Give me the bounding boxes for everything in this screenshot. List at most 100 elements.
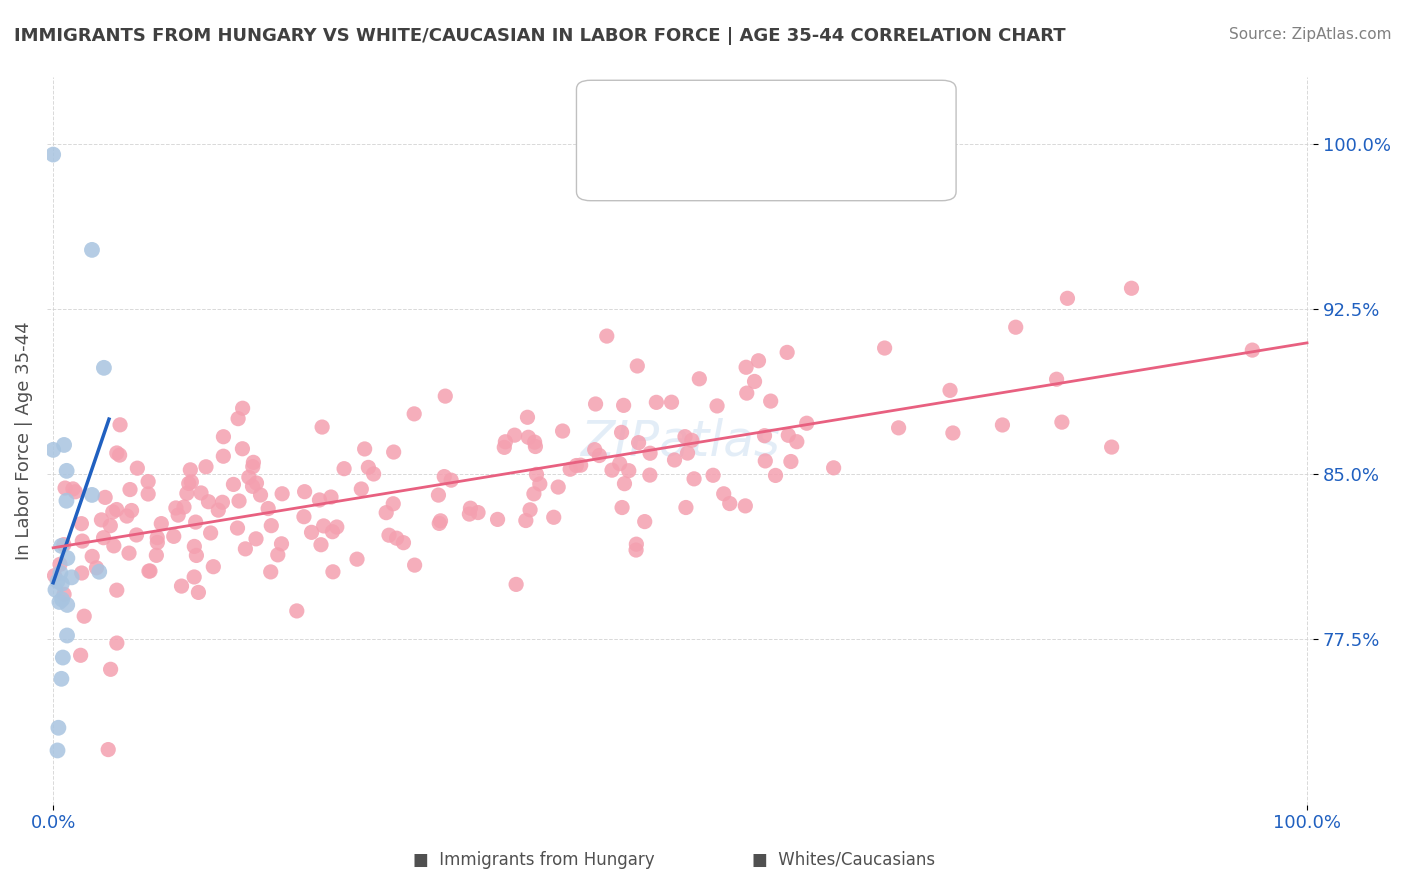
Point: [56, 628, 79, 642]
Point: [231, 442, 253, 456]
Point: [211, 495, 233, 509]
Point: [292, 509, 315, 524]
Point: [285, 604, 308, 618]
Point: [357, 460, 380, 475]
Point: [434, 389, 457, 403]
Point: [197, 494, 219, 508]
Point: [333, 461, 356, 475]
Point: [786, 434, 808, 449]
Point: [249, 488, 271, 502]
Point: [184, 515, 207, 529]
Point: [382, 497, 405, 511]
Point: [105, 583, 128, 598]
Point: [1056, 291, 1078, 305]
Point: [516, 410, 538, 425]
Point: [688, 372, 710, 386]
Point: [136, 475, 159, 489]
Point: [125, 528, 148, 542]
Point: [108, 417, 131, 432]
Point: [260, 518, 283, 533]
Point: [778, 428, 800, 442]
Point: [645, 395, 668, 409]
Point: [551, 424, 574, 438]
Point: [713, 487, 735, 501]
Point: [1045, 372, 1067, 386]
Point: [146, 531, 169, 545]
Point: [754, 428, 776, 442]
Point: [433, 469, 456, 483]
Point: [765, 468, 787, 483]
Point: [353, 442, 375, 456]
Point: [51, 672, 73, 686]
Point: [179, 463, 201, 477]
Point: [503, 428, 526, 442]
Point: [73, 609, 96, 624]
Point: [242, 479, 264, 493]
Point: [121, 503, 143, 517]
Point: [392, 535, 415, 549]
Point: [759, 394, 782, 409]
Point: [48, 595, 70, 609]
Point: [600, 463, 623, 477]
Point: [118, 546, 141, 560]
Point: [72, 534, 94, 549]
Point: [588, 449, 610, 463]
Point: [569, 458, 592, 472]
Point: [242, 455, 264, 469]
Point: [1101, 440, 1123, 454]
Point: [385, 531, 408, 545]
Point: [613, 476, 636, 491]
Point: [311, 420, 333, 434]
Point: [51, 539, 73, 553]
Point: [139, 564, 162, 578]
Point: [115, 509, 138, 524]
Point: [267, 548, 290, 562]
Point: [136, 487, 159, 501]
Point: [80, 488, 103, 502]
Point: [176, 486, 198, 500]
Point: [638, 468, 661, 483]
Point: [228, 494, 250, 508]
Point: [440, 473, 463, 487]
Point: [93, 360, 115, 375]
Point: [86, 561, 108, 575]
Point: [375, 506, 398, 520]
Point: [202, 559, 225, 574]
Point: [706, 399, 728, 413]
Point: [1121, 281, 1143, 295]
Point: [56, 598, 79, 612]
Point: [232, 401, 254, 416]
Point: [238, 470, 260, 484]
Point: [939, 384, 962, 398]
Point: [887, 421, 910, 435]
Text: ZIPatlas: ZIPatlas: [581, 417, 780, 465]
Point: [735, 386, 758, 401]
Point: [257, 501, 280, 516]
Point: [60, 570, 83, 584]
Point: [308, 492, 330, 507]
Point: [823, 460, 845, 475]
Point: [363, 467, 385, 481]
Point: [524, 440, 547, 454]
Point: [101, 505, 124, 519]
Point: [242, 459, 264, 474]
Point: [460, 501, 482, 516]
Point: [245, 475, 267, 490]
Point: [163, 529, 186, 543]
Point: [735, 360, 758, 375]
Point: [873, 341, 896, 355]
Point: [183, 570, 205, 584]
Point: [150, 516, 173, 531]
Point: [519, 503, 541, 517]
Point: [609, 457, 631, 471]
Point: [42, 442, 65, 457]
Point: [664, 453, 686, 467]
Point: [404, 407, 426, 421]
Point: [494, 441, 516, 455]
Point: [105, 446, 128, 460]
Point: [69, 648, 91, 663]
Point: [702, 468, 724, 483]
Point: [350, 482, 373, 496]
Point: [624, 543, 647, 558]
Point: [200, 526, 222, 541]
